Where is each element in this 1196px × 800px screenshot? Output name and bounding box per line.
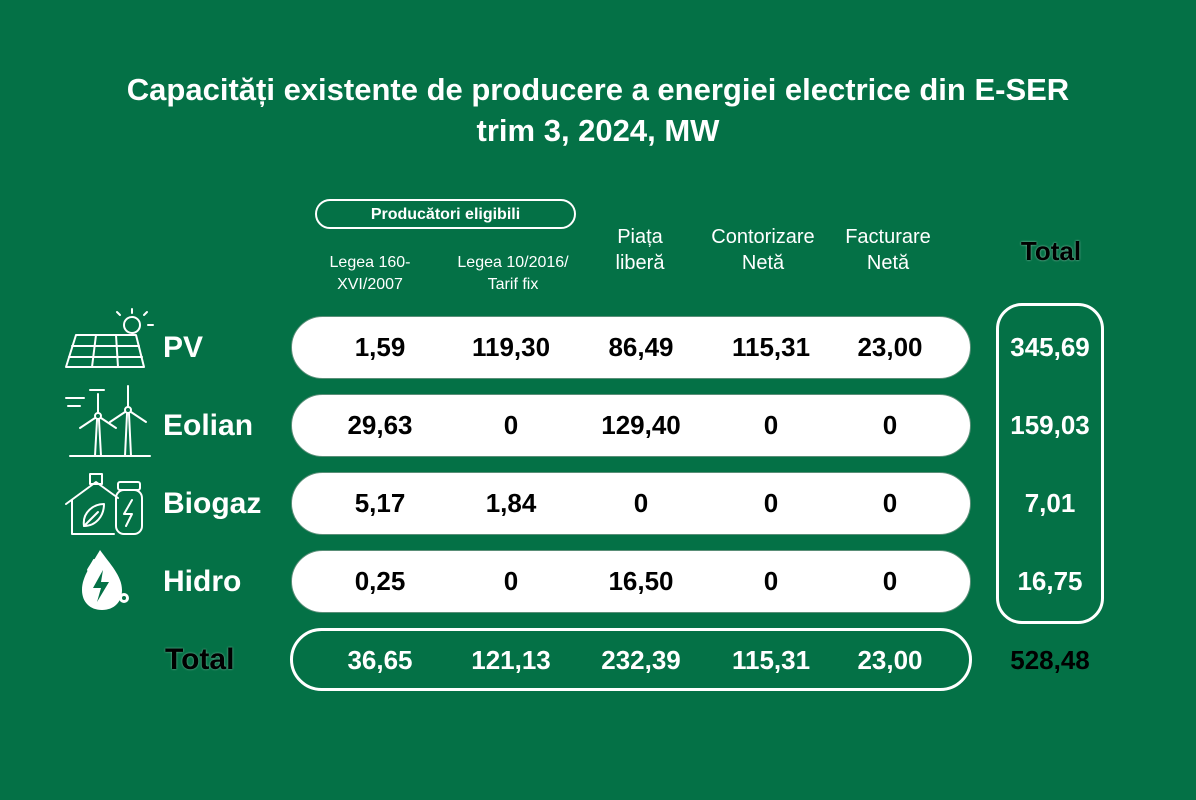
cell-hidro-legea-10: 0	[503, 566, 519, 596]
cell-biogaz-contorizare: 0	[763, 488, 779, 518]
row-label-eolian: Eolian	[163, 409, 254, 442]
row-label-total: Total	[165, 643, 235, 676]
cell-hidro-legea-160: 0,25	[354, 566, 406, 596]
row-label-pv: PV	[163, 331, 204, 364]
cell-pv-total: 345,69	[1010, 332, 1090, 362]
column-header-legea-10: Legea 10/2016/Tarif fix	[457, 254, 569, 293]
row-pill-hidro	[291, 550, 971, 613]
cell-pv-facturare: 23,00	[857, 332, 923, 362]
cell-biogaz-legea-160: 5,17	[354, 488, 406, 518]
cell-biogaz-total: 7,01	[1024, 488, 1076, 518]
cell-eolian-legea-160: 29,63	[347, 410, 413, 440]
column-header-legea-160: Legea 160- XVI/2007	[329, 254, 411, 293]
cell-biogaz-facturare: 0	[882, 488, 898, 518]
row-pill-biogaz	[291, 472, 971, 535]
cell-total-contorizare: 115,31	[731, 645, 811, 675]
cell-eolian-piata-libera: 129,40	[601, 410, 681, 440]
cell-total-facturare: 23,00	[857, 645, 923, 675]
cell-hidro-piata-libera: 16,50	[608, 566, 674, 596]
row-pill-pv	[291, 316, 971, 379]
cell-total-piata-libera: 232,39	[601, 645, 681, 675]
row-pill-eolian	[291, 394, 971, 457]
cell-eolian-total: 159,03	[1010, 410, 1090, 440]
cell-biogaz-legea-10: 1,84	[485, 488, 537, 518]
cell-eolian-contorizare: 0	[763, 410, 779, 440]
row-label-biogaz: Biogaz	[163, 487, 262, 520]
column-header-piata-libera: Piața liberă	[615, 226, 665, 274]
page-subtitle: trim 3, 2024, MW	[476, 113, 720, 148]
column-header-facturare-neta: Facturare Netă	[845, 226, 931, 274]
cell-pv-contorizare: 115,31	[731, 332, 811, 362]
biogas-icon	[65, 473, 143, 535]
cell-hidro-facturare: 0	[882, 566, 898, 596]
column-header-total: Total	[1020, 236, 1082, 266]
cell-eolian-legea-10: 0	[503, 410, 519, 440]
total-column-frame	[996, 303, 1104, 624]
group-header-eligible-producers: Producători eligibili	[315, 199, 576, 229]
cell-eolian-facturare: 0	[882, 410, 898, 440]
cell-hidro-total: 16,75	[1017, 566, 1083, 596]
cell-total-legea-10: 121,13	[471, 645, 551, 675]
page-title: Capacități existente de producere a ener…	[126, 72, 1070, 107]
cell-biogaz-piata-libera: 0	[633, 488, 649, 518]
row-label-hidro: Hidro	[163, 565, 242, 598]
cell-hidro-contorizare: 0	[763, 566, 779, 596]
wind-turbine-icon	[65, 385, 151, 457]
column-header-contorizare-neta: Contorizare Netă	[711, 226, 815, 274]
hydro-drop-icon	[82, 550, 129, 610]
cell-pv-legea-160: 1,59	[354, 332, 406, 362]
cell-grand-total: 528,48	[1010, 645, 1090, 675]
solar-panel-icon	[65, 308, 154, 368]
cell-total-legea-160: 36,65	[347, 645, 413, 675]
cell-pv-piata-libera: 86,49	[608, 332, 674, 362]
cell-pv-legea-10: 119,30	[471, 332, 551, 362]
row-pill-total	[290, 628, 972, 691]
